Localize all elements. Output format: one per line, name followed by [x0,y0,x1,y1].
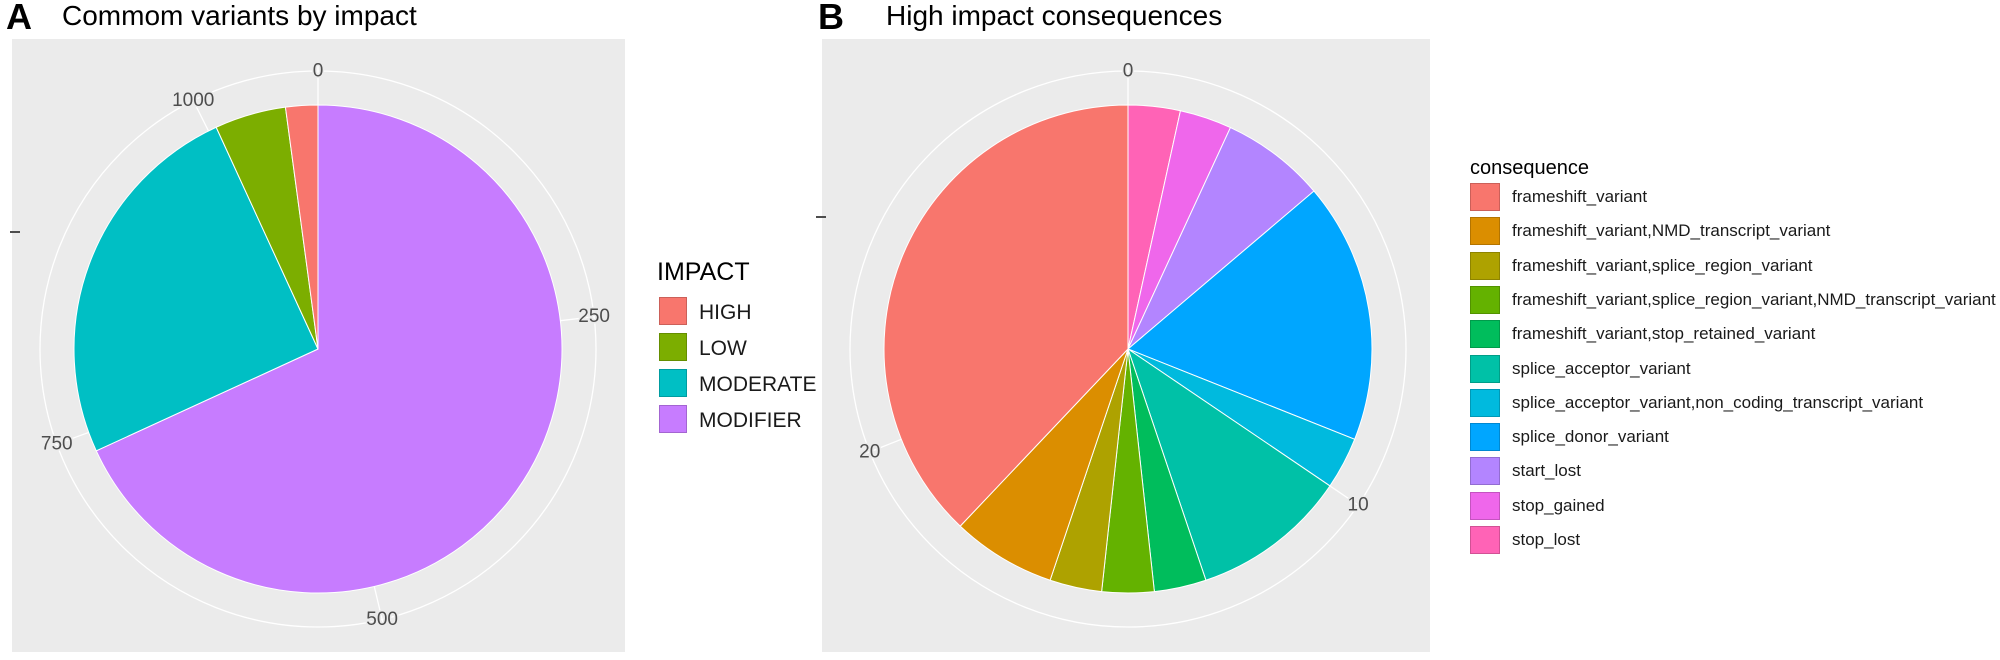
svg-text:10: 10 [1348,495,1369,516]
svg-text:20: 20 [859,441,880,462]
svg-text:0: 0 [1123,61,1134,82]
svg-text:500: 500 [366,609,398,630]
svg-text:250: 250 [578,306,610,327]
svg-text:1000: 1000 [172,90,214,111]
svg-text:0: 0 [313,61,324,82]
svg-text:750: 750 [41,434,73,455]
